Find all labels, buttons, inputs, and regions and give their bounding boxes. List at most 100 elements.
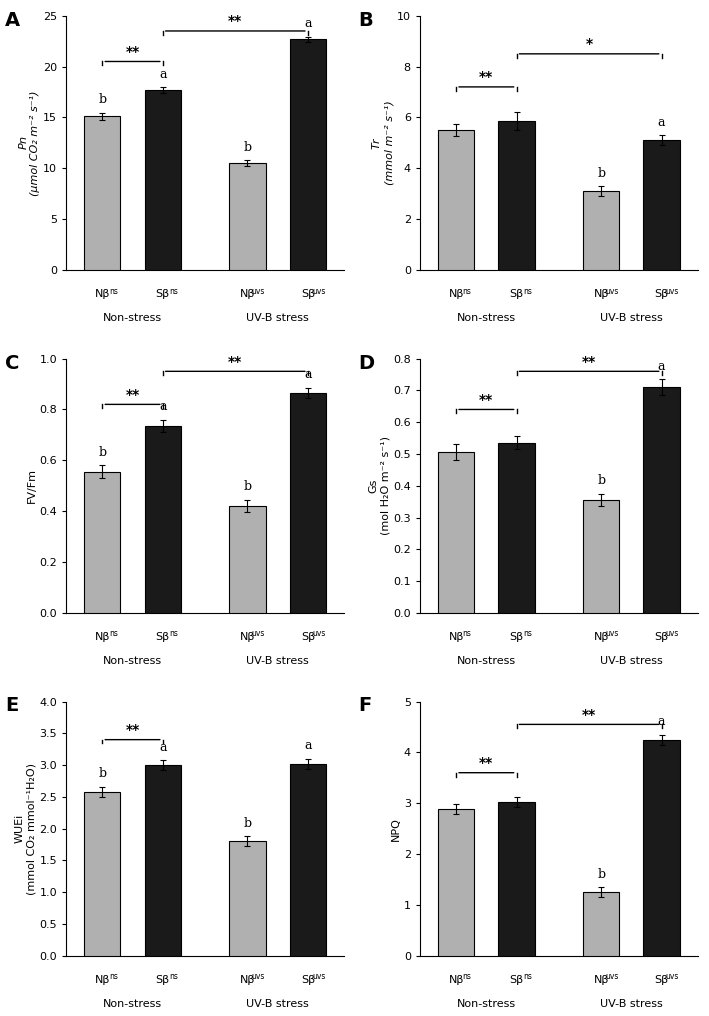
Bar <box>583 500 620 613</box>
Y-axis label: $Tr$
(mmol m⁻² s⁻¹): $Tr$ (mmol m⁻² s⁻¹) <box>371 101 394 185</box>
Text: Sβ: Sβ <box>156 974 170 985</box>
Text: UV-B stress: UV-B stress <box>600 313 663 323</box>
Text: Sβ: Sβ <box>654 632 669 642</box>
Text: UV-B stress: UV-B stress <box>246 999 309 1009</box>
Text: ns: ns <box>462 287 471 296</box>
Text: uvs: uvs <box>252 629 265 638</box>
Text: a: a <box>658 360 665 373</box>
Text: **: ** <box>125 723 140 737</box>
Text: a: a <box>159 68 167 81</box>
Text: uvs: uvs <box>312 287 325 296</box>
Text: Nβ: Nβ <box>94 289 110 299</box>
Text: a: a <box>159 741 167 754</box>
Bar <box>84 791 121 956</box>
Text: uvs: uvs <box>605 972 619 981</box>
Bar <box>438 130 474 270</box>
Text: **: ** <box>479 70 493 84</box>
Text: ns: ns <box>169 629 178 638</box>
Text: **: ** <box>479 756 493 770</box>
Text: A: A <box>5 10 20 29</box>
Text: uvs: uvs <box>666 287 679 296</box>
Y-axis label: $Pn$
(μmol CO₂ m⁻² s⁻¹): $Pn$ (μmol CO₂ m⁻² s⁻¹) <box>16 90 40 196</box>
Text: Non-stress: Non-stress <box>103 313 162 323</box>
Text: **: ** <box>125 45 140 59</box>
Text: Non-stress: Non-stress <box>457 656 516 666</box>
Text: Sβ: Sβ <box>654 974 669 985</box>
Text: Non-stress: Non-stress <box>457 313 516 323</box>
Text: **: ** <box>228 14 242 28</box>
Bar <box>498 121 535 270</box>
Text: a: a <box>304 369 311 381</box>
Text: F: F <box>359 696 372 715</box>
Text: Nβ: Nβ <box>240 632 255 642</box>
Bar <box>290 764 326 956</box>
Text: ns: ns <box>523 972 532 981</box>
Text: Non-stress: Non-stress <box>103 656 162 666</box>
Bar <box>229 506 265 613</box>
Text: **: ** <box>228 355 242 369</box>
Text: b: b <box>243 817 252 830</box>
Text: uvs: uvs <box>605 287 619 296</box>
Y-axis label: Gs
(mol H₂O m⁻² s⁻¹): Gs (mol H₂O m⁻² s⁻¹) <box>369 436 391 535</box>
Bar <box>498 803 535 956</box>
Text: Nβ: Nβ <box>448 289 464 299</box>
Text: Nβ: Nβ <box>593 974 609 985</box>
Text: E: E <box>5 696 18 715</box>
Text: **: ** <box>582 708 596 721</box>
Text: b: b <box>597 167 605 180</box>
Text: b: b <box>99 767 106 780</box>
Text: Nβ: Nβ <box>593 289 609 299</box>
Text: ns: ns <box>169 972 178 981</box>
Text: **: ** <box>125 388 140 402</box>
Text: uvs: uvs <box>252 287 265 296</box>
Text: ns: ns <box>523 287 532 296</box>
Text: Nβ: Nβ <box>240 974 255 985</box>
Text: UV-B stress: UV-B stress <box>600 656 663 666</box>
Text: b: b <box>243 481 252 494</box>
Text: Sβ: Sβ <box>510 974 524 985</box>
Bar <box>498 443 535 613</box>
Bar <box>583 191 620 270</box>
Y-axis label: FV/Fm: FV/Fm <box>26 468 36 503</box>
Text: b: b <box>597 474 605 488</box>
Text: a: a <box>304 740 311 753</box>
Text: Sβ: Sβ <box>156 289 170 299</box>
Bar <box>229 841 265 956</box>
Text: uvs: uvs <box>252 972 265 981</box>
Bar <box>438 810 474 956</box>
Text: B: B <box>359 10 374 29</box>
Text: b: b <box>99 446 106 459</box>
Text: uvs: uvs <box>605 629 619 638</box>
Text: *: * <box>586 38 593 52</box>
Bar <box>84 471 121 613</box>
Text: Sβ: Sβ <box>301 632 315 642</box>
Bar <box>644 140 680 270</box>
Text: a: a <box>304 17 311 30</box>
Text: Sβ: Sβ <box>156 632 170 642</box>
Text: b: b <box>597 868 605 881</box>
Text: uvs: uvs <box>312 972 325 981</box>
Text: uvs: uvs <box>312 629 325 638</box>
Y-axis label: NPQ: NPQ <box>391 817 401 840</box>
Text: ns: ns <box>108 972 118 981</box>
Y-axis label: WUEi
(mmol CO₂ mmol⁻¹H₂O): WUEi (mmol CO₂ mmol⁻¹H₂O) <box>15 763 36 895</box>
Bar <box>583 892 620 956</box>
Text: Nβ: Nβ <box>94 974 110 985</box>
Text: Sβ: Sβ <box>301 289 315 299</box>
Text: ns: ns <box>169 287 178 296</box>
Text: Non-stress: Non-stress <box>457 999 516 1009</box>
Text: ns: ns <box>108 287 118 296</box>
Text: **: ** <box>479 393 493 407</box>
Text: Sβ: Sβ <box>301 974 315 985</box>
Text: uvs: uvs <box>666 629 679 638</box>
Bar <box>438 452 474 613</box>
Text: UV-B stress: UV-B stress <box>246 656 309 666</box>
Text: Sβ: Sβ <box>654 289 669 299</box>
Text: ns: ns <box>462 972 471 981</box>
Text: C: C <box>5 354 19 373</box>
Text: **: ** <box>582 355 596 369</box>
Bar <box>229 164 265 270</box>
Text: Nβ: Nβ <box>94 632 110 642</box>
Text: a: a <box>159 400 167 414</box>
Bar <box>84 117 121 270</box>
